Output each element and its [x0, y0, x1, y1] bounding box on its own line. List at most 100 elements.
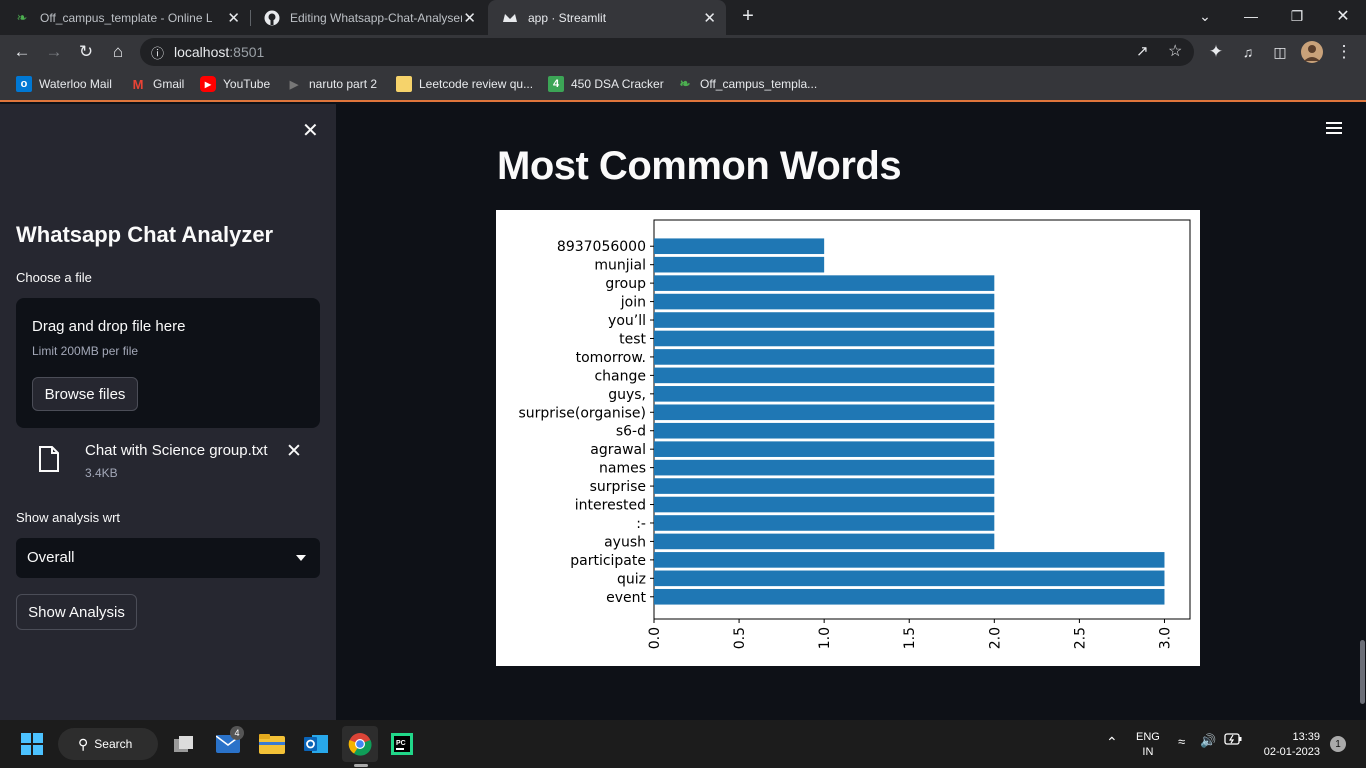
tab-streamlit[interactable]: app · Streamlit ✕ — [488, 0, 726, 35]
y-tick-label: join — [620, 295, 646, 311]
tab-off-campus[interactable]: ❧ Off_campus_template - Online La ✕ — [0, 0, 250, 35]
address-toolbar: ← → ↻ ⌂ ⓘ localhost:8501 ↗ ☆ ✦ ♫ ◫ ⋮ — [0, 35, 1366, 69]
extensions-icon[interactable]: ✦ — [1208, 42, 1224, 61]
language-indicator[interactable]: ENG IN — [1136, 730, 1160, 760]
kebab-menu-icon[interactable]: ⋮ — [1335, 42, 1353, 61]
y-tick-label: munjial — [594, 258, 646, 274]
clock-date: 02-01-2023 — [1263, 746, 1320, 758]
url-bar[interactable]: ⓘ localhost:8501 ↗ ☆ — [140, 38, 1194, 66]
main-content: Most Common Words 8937056000 munjial group… — [336, 104, 1366, 720]
file-size: 3.4KB — [85, 466, 118, 480]
file-explorer-icon[interactable] — [256, 728, 288, 760]
outlook-app-icon[interactable] — [300, 728, 332, 760]
url-port: :8501 — [229, 44, 265, 60]
close-sidebar-icon[interactable]: ✕ — [302, 120, 319, 142]
bar — [654, 515, 995, 531]
y-tick-label: agrawal — [590, 442, 646, 458]
close-tab-icon[interactable]: ✕ — [227, 10, 240, 27]
bookmark-waterloo-mail[interactable]: o Waterloo Mail — [16, 76, 112, 92]
y-tick-label: test — [619, 331, 646, 347]
taskbar: ⚲ Search 4 PC ⌃ ENG IN ≈ 🔊 13:39 02-01-2… — [0, 720, 1366, 768]
analysis-select[interactable]: Overall — [16, 538, 320, 578]
sidebar: ✕ Whatsapp Chat Analyzer Choose a file D… — [0, 104, 336, 720]
scrollbar[interactable] — [1360, 640, 1365, 704]
browse-files-button[interactable]: Browse files — [32, 377, 138, 411]
bar — [654, 386, 995, 402]
avatar[interactable] — [1300, 40, 1324, 64]
x-tick-label: 0.5 — [732, 627, 748, 649]
bar — [654, 441, 995, 457]
windows-start-icon[interactable] — [16, 728, 48, 760]
uploaded-file: Chat with Science group.txt 3.4KB ✕ — [16, 438, 320, 488]
remove-file-icon[interactable]: ✕ — [286, 441, 302, 462]
play-icon: ▶ — [289, 78, 299, 91]
bookmark-star-icon[interactable]: ☆ — [1168, 43, 1183, 60]
side-panel-icon[interactable]: ◫ — [1273, 43, 1287, 60]
clock-time: 13:39 — [1292, 731, 1320, 743]
y-tick-label: 8937056000 — [557, 239, 646, 255]
bar — [654, 552, 1165, 568]
bookmark-dsa-cracker[interactable]: 4 450 DSA Cracker — [548, 76, 664, 92]
wifi-icon[interactable]: ≈ — [1178, 734, 1186, 749]
y-tick-label: :- — [636, 516, 646, 532]
bookmark-leetcode[interactable]: Leetcode review qu... — [396, 76, 533, 92]
bar — [654, 478, 995, 494]
close-window-icon[interactable]: ✕ — [1336, 8, 1350, 25]
share-icon[interactable]: ↗ — [1136, 43, 1149, 60]
bookmarks-bar: o Waterloo Mail M Gmail ▶ YouTube ▶ naru… — [0, 69, 1366, 102]
bookmark-naruto[interactable]: ▶ naruto part 2 — [286, 76, 377, 92]
tray-chevron-up-icon[interactable]: ⌃ — [1106, 734, 1118, 750]
bar-chart-svg: 8937056000 munjial group join you’ll test tomo… — [519, 219, 1191, 649]
volume-icon[interactable]: 🔊 — [1200, 733, 1217, 748]
taskbar-search[interactable]: ⚲ Search — [58, 728, 158, 760]
url-text: localhost:8501 — [174, 44, 264, 60]
minimize-icon[interactable]: — — [1244, 8, 1258, 24]
bar — [654, 367, 995, 384]
y-tick-label: s6-d — [616, 424, 646, 440]
notification-badge[interactable]: 1 — [1330, 736, 1346, 752]
y-tick-label: names — [599, 461, 646, 477]
tab-title: Off_campus_template - Online La — [40, 10, 212, 25]
forward-arrow-icon[interactable]: → — [45, 42, 63, 61]
y-tick-label: surprise(organise) — [519, 405, 647, 421]
hamburger-menu-icon[interactable] — [1326, 122, 1342, 137]
mail-app-icon[interactable]: 4 — [212, 726, 244, 760]
new-tab-button[interactable]: + — [742, 4, 754, 27]
site-info-icon[interactable]: ⓘ — [151, 46, 165, 61]
tab-search-chevron-icon[interactable]: ⌄ — [1199, 7, 1211, 24]
sidebar-title: Whatsapp Chat Analyzer — [16, 222, 274, 247]
page-title: Most Common Words — [497, 144, 902, 188]
close-tab-icon[interactable]: ✕ — [703, 10, 716, 27]
system-clock[interactable]: 13:39 02-01-2023 — [1252, 730, 1320, 760]
home-icon[interactable]: ⌂ — [112, 42, 124, 61]
file-dropzone[interactable]: Drag and drop file here Limit 200MB per … — [16, 298, 320, 428]
file-icon — [39, 446, 59, 472]
battery-icon[interactable] — [1224, 732, 1242, 750]
restore-icon[interactable]: ❐ — [1290, 7, 1304, 24]
pycharm-app-icon[interactable]: PC — [386, 728, 418, 760]
bar — [654, 238, 825, 255]
tab-github[interactable]: Editing Whatsapp-Chat-Analyser ✕ — [250, 0, 486, 35]
note-icon — [396, 76, 412, 92]
bookmark-youtube[interactable]: ▶ YouTube — [200, 76, 270, 92]
chrome-app-icon[interactable] — [342, 726, 378, 767]
close-tab-icon[interactable]: ✕ — [463, 10, 476, 27]
select-value: Overall — [27, 549, 75, 566]
lang-top: ENG — [1136, 731, 1160, 743]
media-controls-icon[interactable]: ♫ — [1242, 44, 1254, 60]
task-view-icon[interactable] — [168, 728, 200, 760]
x-tick-label: 2.0 — [987, 627, 1003, 649]
y-tick-label: participate — [570, 553, 646, 569]
y-tick-label: group — [605, 276, 646, 292]
bookmark-gmail[interactable]: M Gmail — [130, 76, 185, 92]
bookmark-off-campus[interactable]: ❧ Off_campus_templa... — [677, 76, 818, 92]
file-uploader-label: Choose a file — [16, 270, 92, 285]
x-tick-label: 0.0 — [647, 627, 663, 649]
back-arrow-icon[interactable]: ← — [13, 42, 31, 61]
y-tick-label: quiz — [617, 571, 646, 587]
show-analysis-button[interactable]: Show Analysis — [16, 594, 137, 630]
reload-icon[interactable]: ↻ — [78, 42, 94, 61]
bar — [654, 570, 1165, 587]
tab-title: app · Streamlit — [528, 10, 607, 25]
bookmark-label: Waterloo Mail — [39, 77, 112, 91]
